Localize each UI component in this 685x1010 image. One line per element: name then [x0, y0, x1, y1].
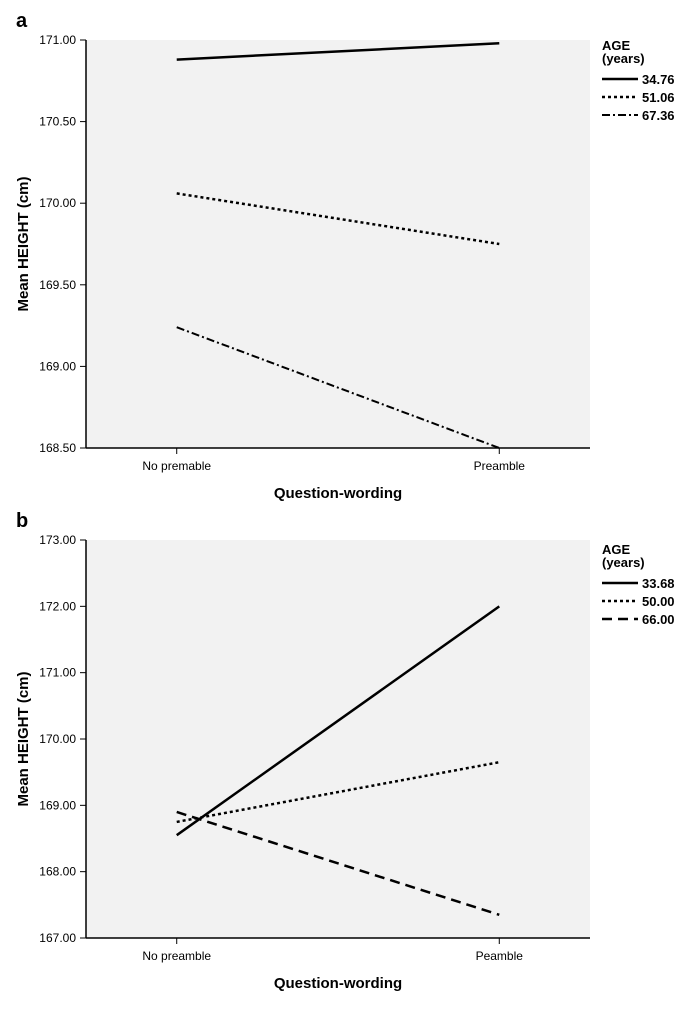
svg-text:170.00: 170.00 [39, 196, 76, 210]
svg-text:172.00: 172.00 [39, 599, 76, 613]
legend-item: 34.76 [602, 70, 675, 88]
svg-text:171.00: 171.00 [39, 666, 76, 680]
figure: a AGE (years) 34.7651.0667.36 168.50169.… [10, 10, 675, 1000]
legend-item: 67.36 [602, 106, 675, 124]
legend-swatch-icon [602, 91, 638, 103]
svg-text:Mean HEIGHT (cm): Mean HEIGHT (cm) [15, 176, 32, 311]
panel-b-legend: AGE (years) 33.6850.0066.00 [602, 542, 675, 628]
legend-swatch-icon [602, 595, 638, 607]
svg-text:170.00: 170.00 [39, 732, 76, 746]
legend-item: 51.06 [602, 88, 675, 106]
svg-text:169.50: 169.50 [39, 278, 76, 292]
svg-text:No premable: No premable [142, 459, 211, 473]
legend-label: 33.68 [642, 576, 675, 591]
svg-text:Mean HEIGHT (cm): Mean HEIGHT (cm) [15, 671, 32, 806]
svg-text:167.00: 167.00 [39, 931, 76, 945]
legend-swatch-icon [602, 577, 638, 589]
legend-swatch-icon [602, 109, 638, 121]
legend-b-title2: (years) [602, 555, 675, 570]
svg-text:No preamble: No preamble [142, 949, 211, 963]
svg-text:168.50: 168.50 [39, 441, 76, 455]
panel-a: a AGE (years) 34.7651.0667.36 168.50169.… [10, 10, 675, 510]
legend-label: 66.00 [642, 612, 675, 627]
legend-label: 67.36 [642, 108, 675, 123]
svg-text:Preamble: Preamble [474, 459, 526, 473]
svg-text:Question-wording: Question-wording [274, 975, 402, 992]
panel-b-plot: 167.00 168.00 169.00 170.00 171.00 172.00 173.… [10, 528, 600, 998]
legend-label: 51.06 [642, 90, 675, 105]
legend-swatch-icon [602, 613, 638, 625]
svg-text:173.00: 173.00 [39, 533, 76, 547]
legend-swatch-icon [602, 73, 638, 85]
panel-a-plot: 168.50 169.00 169.50 170.00 170.50 171.00 No p… [10, 28, 600, 508]
svg-text:171.00: 171.00 [39, 33, 76, 47]
svg-text:169.00: 169.00 [39, 798, 76, 812]
legend-a-title2: (years) [602, 51, 675, 66]
legend-label: 34.76 [642, 72, 675, 87]
svg-text:Peamble: Peamble [476, 949, 524, 963]
svg-text:170.50: 170.50 [39, 115, 76, 129]
panel-a-legend: AGE (years) 34.7651.0667.36 [602, 38, 675, 124]
legend-item: 66.00 [602, 610, 675, 628]
svg-text:Question-wording: Question-wording [274, 485, 402, 502]
legend-item: 50.00 [602, 592, 675, 610]
svg-text:168.00: 168.00 [39, 865, 76, 879]
legend-item: 33.68 [602, 574, 675, 592]
legend-label: 50.00 [642, 594, 675, 609]
panel-b: b AGE (years) 33.6850.0066.00 167.00168.… [10, 510, 675, 1000]
svg-text:169.00: 169.00 [39, 359, 76, 373]
